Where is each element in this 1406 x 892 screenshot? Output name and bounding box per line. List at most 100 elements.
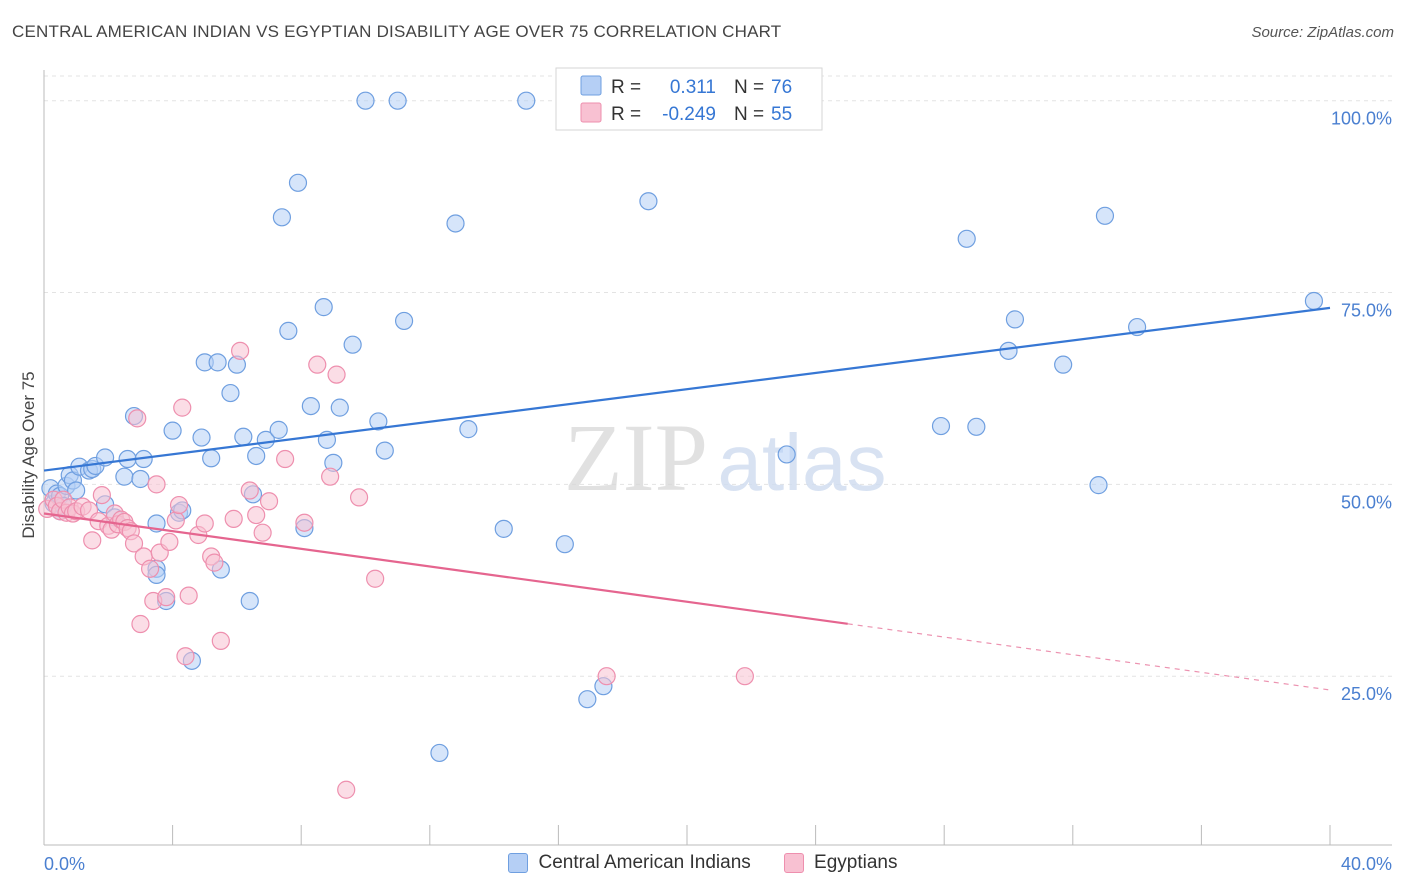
legend-n-value-pink: 55 (771, 104, 792, 125)
data-point-egyptians (140, 559, 160, 578)
legend-swatch-blue (580, 75, 602, 96)
data-point-central-american-indians (314, 298, 333, 317)
y-tick-label: 100.0% (1331, 109, 1392, 129)
data-point-egyptians (160, 532, 179, 552)
data-point-central-american-indians (1095, 206, 1115, 225)
data-point-central-american-indians (494, 519, 513, 538)
data-point-central-american-indians (957, 229, 976, 248)
data-point-central-american-indians (777, 445, 796, 464)
data-point-egyptians (231, 341, 250, 360)
data-point-central-american-indians (394, 311, 414, 331)
data-point-egyptians (166, 511, 185, 530)
data-point-central-american-indians (234, 427, 253, 446)
legend-top: R = 0.311 N = 76 R = -0.249 N = 55 (555, 67, 823, 131)
data-point-egyptians (308, 355, 327, 374)
data-point-egyptians (169, 495, 189, 515)
axis-layer: 25.0% 50.0% 75.0% 100.0% 0.0% 40.0% (43, 70, 1392, 874)
legend-swatch-central-american-indians (508, 853, 529, 873)
data-point-central-american-indians (163, 421, 182, 440)
data-point-central-american-indians (1054, 355, 1073, 374)
data-point-egyptians (173, 398, 192, 417)
data-point-central-american-indians (356, 91, 375, 110)
legend-bottom: Central American Indians Egyptians (0, 852, 1406, 879)
data-point-central-american-indians (931, 416, 951, 436)
data-point-central-american-indians (202, 449, 221, 468)
chart-source: Source: ZipAtlas.com (1251, 24, 1394, 41)
y-tick-label: 50.0% (1341, 492, 1392, 512)
data-point-egyptians (205, 553, 224, 572)
data-point-central-american-indians (388, 91, 407, 110)
data-point-central-american-indians (67, 481, 86, 500)
data-point-egyptians (349, 488, 369, 507)
trend-line-egyptians (43, 512, 848, 625)
data-point-egyptians (247, 505, 266, 525)
watermark-atlas: atlas (718, 418, 887, 507)
data-point-egyptians (157, 588, 176, 607)
legend-swatch-egyptians (784, 853, 805, 873)
data-point-central-american-indians (221, 383, 240, 403)
data-point-central-american-indians (272, 208, 292, 227)
data-point-central-american-indians (343, 335, 362, 354)
data-point-egyptians (321, 467, 340, 486)
data-point-central-american-indians (131, 469, 150, 489)
legend-r-value-pink: -0.249 (662, 104, 716, 125)
y-tick-label: 75.0% (1341, 301, 1392, 321)
legend-label-central-american-indians: Central American Indians (538, 852, 751, 873)
data-point-egyptians (92, 485, 111, 505)
data-point-central-american-indians (192, 428, 211, 447)
data-point-central-american-indians (208, 353, 227, 372)
data-point-central-american-indians (999, 341, 1018, 360)
data-point-egyptians (195, 514, 214, 533)
trend-line-central-american-indians (43, 306, 1331, 472)
legend-item-egyptians: Egyptians (784, 852, 898, 874)
data-point-central-american-indians (247, 446, 266, 466)
data-point-central-american-indians (240, 591, 259, 611)
data-point-egyptians (366, 569, 385, 588)
data-point-central-american-indians (269, 420, 288, 439)
data-point-egyptians (327, 365, 346, 384)
data-point-central-american-indians (288, 173, 308, 192)
legend-r-value-blue: 0.311 (670, 77, 716, 98)
data-point-egyptians (147, 475, 166, 494)
data-point-central-american-indians (1089, 476, 1108, 495)
data-point-egyptians (253, 523, 272, 542)
data-point-central-american-indians (115, 467, 134, 486)
data-point-central-american-indians (430, 743, 449, 763)
data-point-egyptians (179, 586, 198, 605)
data-point-central-american-indians (578, 690, 597, 709)
data-point-central-american-indians (967, 417, 986, 436)
data-point-egyptians (276, 449, 295, 469)
legend-n-label-pink: N = (734, 104, 764, 125)
data-point-central-american-indians (369, 412, 388, 431)
data-point-egyptians (128, 409, 147, 428)
watermark-zip: ZIP (564, 404, 708, 511)
data-point-central-american-indians (1005, 310, 1025, 329)
data-point-egyptians (735, 667, 754, 686)
data-point-central-american-indians (639, 192, 658, 211)
data-point-egyptians (124, 534, 144, 553)
data-point-egyptians (224, 509, 243, 528)
data-point-egyptians (240, 481, 259, 500)
data-point-central-american-indians (301, 396, 320, 416)
data-point-egyptians (83, 531, 102, 550)
data-point-egyptians (176, 647, 195, 666)
trend-line-egyptians-dashed (847, 623, 1331, 691)
y-axis-label: Disability Age Over 75 (19, 371, 38, 538)
data-point-central-american-indians (279, 321, 298, 340)
data-point-central-american-indians (459, 420, 478, 439)
trend-layer (43, 306, 1331, 691)
grid-layer (44, 75, 1392, 677)
chart-title: CENTRAL AMERICAN INDIAN VS EGYPTIAN DISA… (12, 22, 782, 41)
data-point-central-american-indians (330, 398, 349, 417)
legend-item-central-american-indians: Central American Indians (508, 852, 751, 874)
legend-n-value-blue: 76 (771, 77, 792, 98)
legend-swatch-pink (580, 102, 602, 123)
data-point-egyptians (211, 631, 230, 650)
data-point-central-american-indians (375, 441, 394, 460)
data-point-central-american-indians (446, 214, 465, 233)
data-point-egyptians (295, 513, 314, 532)
y-tick-label: 25.0% (1341, 684, 1392, 704)
data-point-egyptians (131, 614, 150, 634)
data-point-central-american-indians (1304, 291, 1324, 311)
